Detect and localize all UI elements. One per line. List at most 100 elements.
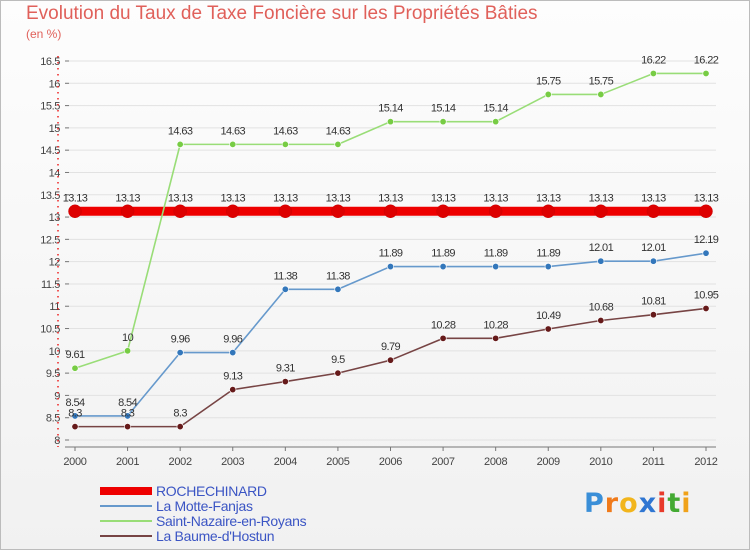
data-label: 13.13: [641, 192, 666, 204]
data-label: 10.68: [589, 302, 614, 314]
data-label: 9.31: [276, 363, 295, 375]
logo-letter: i: [657, 488, 668, 519]
y-tick-label: 9.5: [46, 368, 60, 380]
data-label: 11.89: [536, 248, 560, 260]
x-tick-label: 2007: [431, 456, 454, 468]
data-point: [334, 285, 342, 293]
logo-letter: o: [619, 488, 639, 519]
data-point: [544, 90, 552, 98]
data-point: [541, 204, 555, 219]
data-point: [334, 140, 342, 148]
data-point: [386, 356, 394, 364]
data-point: [597, 90, 605, 98]
data-point: [120, 204, 135, 219]
data-label: 10.28: [483, 319, 508, 331]
data-point: [386, 118, 394, 126]
logo-letter: P: [584, 488, 605, 519]
data-point: [702, 249, 710, 257]
x-tick-label: 2000: [63, 456, 86, 468]
data-label: 10: [122, 332, 134, 344]
y-tick-label: 15: [49, 123, 61, 135]
proxiti-logo: Proxiti: [584, 488, 692, 519]
data-label: 16.22: [694, 54, 719, 66]
data-point: [71, 364, 79, 372]
chart-title: Evolution du Taux de Taxe Foncière sur l…: [26, 3, 538, 24]
x-tick-label: 2006: [379, 456, 402, 468]
data-point: [439, 263, 447, 271]
series-line-2: [74, 72, 706, 369]
data-point: [176, 349, 184, 357]
y-tick-label: 13: [49, 212, 61, 224]
data-point: [226, 204, 240, 219]
data-label: 9.61: [65, 349, 84, 361]
data-label: 13.13: [273, 192, 298, 204]
data-label: 9.13: [223, 371, 242, 383]
data-label: 15.75: [589, 75, 614, 87]
data-label: 9.96: [171, 334, 190, 346]
y-tick-label: 9: [54, 390, 60, 402]
x-tick-label: 2003: [221, 456, 244, 468]
y-tick-label: 14: [49, 167, 61, 179]
data-label: 13.13: [694, 192, 719, 204]
data-point: [229, 140, 237, 148]
data-label: 12.01: [641, 242, 666, 254]
data-label: 16.22: [641, 54, 666, 66]
data-point: [544, 263, 552, 271]
data-point: [488, 204, 503, 219]
x-tick-label: 2002: [169, 456, 192, 468]
data-label: 14.63: [326, 125, 351, 137]
data-point: [334, 369, 342, 377]
data-label: 13.13: [168, 192, 193, 204]
y-tick-label: 11: [49, 301, 60, 313]
data-label: 9.79: [381, 341, 400, 353]
legend-swatch-saint-nazaire-en-royans: [100, 520, 152, 522]
data-label: 10.49: [536, 310, 561, 322]
data-label: 14.63: [168, 125, 193, 137]
data-point: [229, 349, 237, 357]
data-label: 13.13: [483, 192, 508, 204]
data-label: 13.13: [220, 192, 245, 204]
chart-subtitle: (en %): [26, 27, 62, 41]
x-tick-label: 2012: [694, 456, 717, 468]
legend-swatch-la-baume-d-hostun: [100, 535, 152, 537]
logo-letter: i: [681, 488, 692, 519]
y-tick-label: 11.5: [41, 279, 60, 291]
data-label: 14.63: [273, 125, 298, 137]
data-label: 13.13: [63, 192, 88, 204]
data-point: [702, 69, 710, 77]
x-tick-label: 2005: [326, 456, 349, 468]
data-point: [646, 204, 661, 219]
data-point: [71, 423, 79, 431]
data-label: 13.13: [431, 192, 456, 204]
x-tick-label: 2001: [116, 456, 139, 468]
data-point: [281, 378, 289, 386]
data-point: [176, 140, 184, 148]
data-label: 15.14: [378, 103, 403, 115]
data-point: [439, 334, 447, 342]
data-point: [439, 118, 447, 126]
y-tick-label: 16.5: [40, 56, 60, 68]
data-point: [649, 257, 657, 265]
data-point: [281, 140, 289, 148]
series-line-3: [75, 307, 707, 428]
data-point: [649, 311, 657, 319]
data-label: 10.95: [694, 289, 719, 301]
data-point: [492, 334, 500, 342]
data-point: [594, 204, 608, 219]
y-tick-label: 12: [49, 257, 61, 269]
data-label: 9.5: [331, 354, 345, 366]
data-point: [176, 423, 184, 431]
data-point: [68, 204, 82, 219]
x-tick-label: 2004: [274, 456, 297, 468]
legend-label: ROCHECHINARD: [156, 483, 267, 499]
data-label: 10.28: [431, 319, 456, 331]
logo-letter: r: [604, 488, 620, 519]
y-tick-label: 13.5: [40, 190, 60, 202]
data-point: [124, 423, 132, 431]
data-label: 12.01: [589, 242, 614, 254]
data-point: [71, 412, 79, 420]
logo-letter: t: [667, 488, 682, 519]
legend-item-rochechinard: ROCHECHINARD: [100, 484, 306, 499]
data-label: 8.3: [121, 408, 135, 420]
